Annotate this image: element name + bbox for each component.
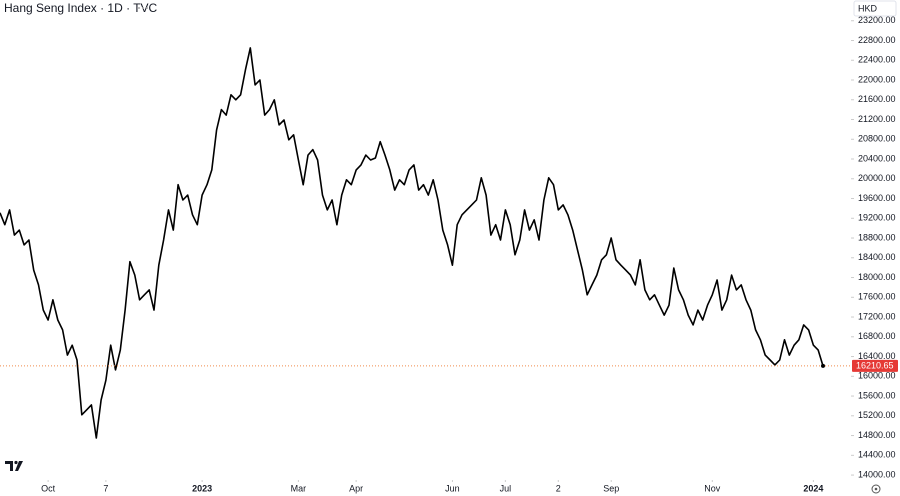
x-tick-label: Apr <box>349 483 363 493</box>
y-tick-label: 14400.00 <box>858 450 896 460</box>
y-tick-label: 22400.00 <box>858 55 896 65</box>
y-tick-label: 17200.00 <box>858 311 896 321</box>
x-tick-label: Jul <box>500 483 512 493</box>
y-tick-label: 20400.00 <box>858 153 896 163</box>
x-tick-label: Mar <box>291 483 307 493</box>
y-tick-label: 18000.00 <box>858 272 896 282</box>
y-tick-label: 18800.00 <box>858 232 896 242</box>
y-tick-label: 15200.00 <box>858 410 896 420</box>
y-tick-label: 19600.00 <box>858 193 896 203</box>
currency[interactable]: HKD <box>858 3 878 13</box>
y-tick-label: 14800.00 <box>858 430 896 440</box>
x-tick-label: Oct <box>41 483 56 493</box>
y-tick-label: 21200.00 <box>858 114 896 124</box>
x-tick-label: 7 <box>103 483 108 493</box>
chart-title: Hang Seng Index · 1D · TVC <box>4 1 158 15</box>
y-tick-label: 20800.00 <box>858 134 896 144</box>
y-tick-label: 19200.00 <box>858 213 896 223</box>
x-tick-label: Jun <box>445 483 460 493</box>
last-price-label: 16210.65 <box>856 360 894 370</box>
y-tick-label: 22000.00 <box>858 74 896 84</box>
x-tick-label: 2 <box>556 483 561 493</box>
tv-logo[interactable] <box>5 460 23 471</box>
y-tick-label: 15600.00 <box>858 390 896 400</box>
currency-box[interactable] <box>853 0 897 17</box>
price-line <box>0 47 824 439</box>
last-price-box <box>852 359 898 372</box>
x-tick-label: Nov <box>704 483 721 493</box>
y-tick-label: 23200.00 <box>858 15 896 25</box>
y-tick-label: 16000.00 <box>858 371 896 381</box>
y-tick-label: 20000.00 <box>858 173 896 183</box>
y-tick-label: 16800.00 <box>858 331 896 341</box>
last-point <box>821 363 825 368</box>
menu-dots[interactable] <box>138 7 148 9</box>
y-tick-label: 22800.00 <box>858 35 896 45</box>
y-tick-label: 16400.00 <box>858 351 896 361</box>
settings[interactable] <box>871 484 881 494</box>
x-tick-label: 2024 <box>803 483 823 493</box>
y-tick-label: 21600.00 <box>858 94 896 104</box>
x-tick-label: Sep <box>603 483 619 493</box>
x-tick-label: 2023 <box>192 483 212 493</box>
y-tick-label: 18400.00 <box>858 252 896 262</box>
y-tick-label: 14000.00 <box>858 469 896 479</box>
y-tick-label: 17600.00 <box>858 292 896 302</box>
